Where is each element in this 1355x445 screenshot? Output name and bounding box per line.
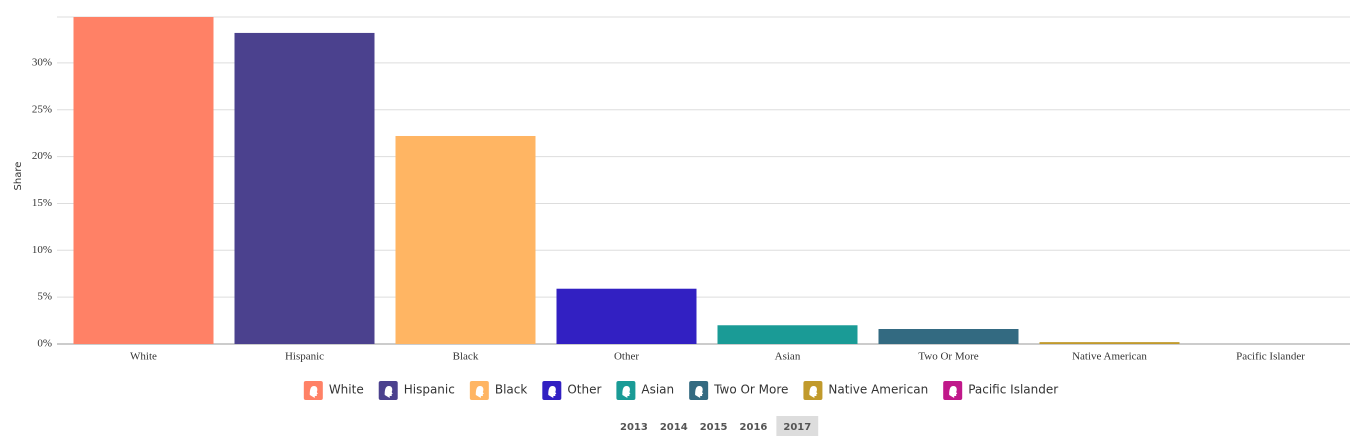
y-tick-label: 20% [32, 150, 52, 162]
x-tick-label: Asian [775, 351, 801, 363]
year-label[interactable]: 2014 [660, 422, 688, 433]
y-tick-label: 15% [32, 197, 52, 209]
legend-label[interactable]: Two Or More [713, 383, 788, 397]
legend-label[interactable]: White [329, 383, 364, 397]
y-tick-label: 30% [32, 56, 52, 68]
x-tick-label: Hispanic [285, 351, 324, 363]
x-tick-label: White [130, 351, 157, 363]
bar [717, 325, 858, 344]
year-label[interactable]: 2016 [740, 422, 768, 433]
legend-icon [475, 386, 484, 398]
bar [73, 17, 214, 344]
x-tick-label: Pacific Islander [1236, 351, 1305, 363]
y-tick-label: 5% [37, 291, 52, 303]
legend-icon [622, 386, 631, 398]
x-tick-label: Black [453, 351, 479, 363]
legend-icon [809, 386, 818, 398]
legend-label[interactable]: Asian [641, 383, 674, 397]
legend-icon [695, 386, 704, 398]
legend-icon [949, 386, 958, 398]
x-tick-label: Two Or More [918, 351, 978, 363]
y-tick-label: 25% [32, 103, 52, 115]
y-tick-label: 10% [32, 244, 52, 256]
year-label[interactable]: 2015 [700, 422, 728, 433]
legend-label[interactable]: Other [567, 383, 601, 397]
bar [1039, 342, 1180, 344]
y-axis-label: Share [13, 162, 24, 191]
legend-label[interactable]: Black [495, 383, 528, 397]
legend-label[interactable]: Pacific Islander [968, 383, 1058, 397]
bar [878, 329, 1019, 344]
bar [556, 288, 697, 344]
bar [395, 135, 536, 344]
x-tick-label: Native American [1072, 351, 1147, 363]
year-button[interactable] [776, 416, 819, 436]
y-tick-label: 0% [37, 338, 52, 350]
legend-label[interactable]: Native American [828, 383, 928, 397]
x-tick-label: Other [614, 351, 639, 363]
year-label[interactable]: 2017 [783, 422, 811, 433]
legend-icon [384, 386, 393, 398]
legend-icon [309, 386, 318, 398]
bar [234, 32, 375, 344]
legend-icon [548, 386, 557, 398]
legend-label[interactable]: Hispanic [404, 383, 455, 397]
year-label[interactable]: 2013 [620, 422, 648, 433]
